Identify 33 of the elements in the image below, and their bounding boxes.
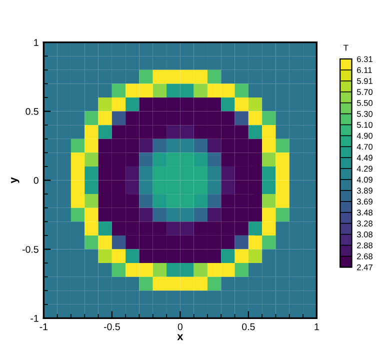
x-axis-title: x xyxy=(177,334,184,340)
y-tick-label: 0 xyxy=(34,177,38,184)
color-bar-label: 4.70 xyxy=(356,144,373,150)
x-tick-label: 1 xyxy=(314,323,319,330)
color-bar-label: 5.50 xyxy=(356,100,373,106)
color-bar-label: 5.30 xyxy=(356,110,373,117)
color-bar-label: 3.69 xyxy=(356,198,372,205)
y-tick-label: -1 xyxy=(30,315,38,322)
x-tick-label: -1 xyxy=(40,323,48,330)
color-bar-label: 4.90 xyxy=(356,132,373,139)
color-bar-label: 5.91 xyxy=(356,78,372,84)
color-bar-label: 3.08 xyxy=(356,232,372,238)
y-tick-label: 0.5 xyxy=(26,108,38,115)
y-tick-label: -0.5 xyxy=(22,246,38,253)
color-bar-label: 3.28 xyxy=(356,220,372,226)
color-bar-label: 2.68 xyxy=(357,253,372,260)
color-bar-label: 2.47 xyxy=(357,264,372,270)
y-tick-label: 1 xyxy=(34,39,38,46)
y-axis-title: y xyxy=(11,177,20,184)
color-bar-label: 4.09 xyxy=(356,176,372,183)
color-bar-label: 4.29 xyxy=(356,166,372,172)
x-tick-label: 0.5 xyxy=(242,323,255,330)
color-bar-label: 3.48 xyxy=(356,210,372,216)
color-bar-label: 6.31 xyxy=(357,56,372,62)
color-bar-label: 5.10 xyxy=(356,122,373,128)
color-bar-title: T xyxy=(344,44,348,51)
x-tick-label: -0.5 xyxy=(104,323,120,330)
color-bar-label: 4.49 xyxy=(356,154,372,161)
color-bar-label: 2.88 xyxy=(357,242,372,248)
color-bar-label: 3.89 xyxy=(356,188,372,194)
color-bar-label: 6.11 xyxy=(357,67,372,74)
color-bar-label: 5.70 xyxy=(356,89,373,95)
x-tick-label: 0 xyxy=(178,323,183,330)
